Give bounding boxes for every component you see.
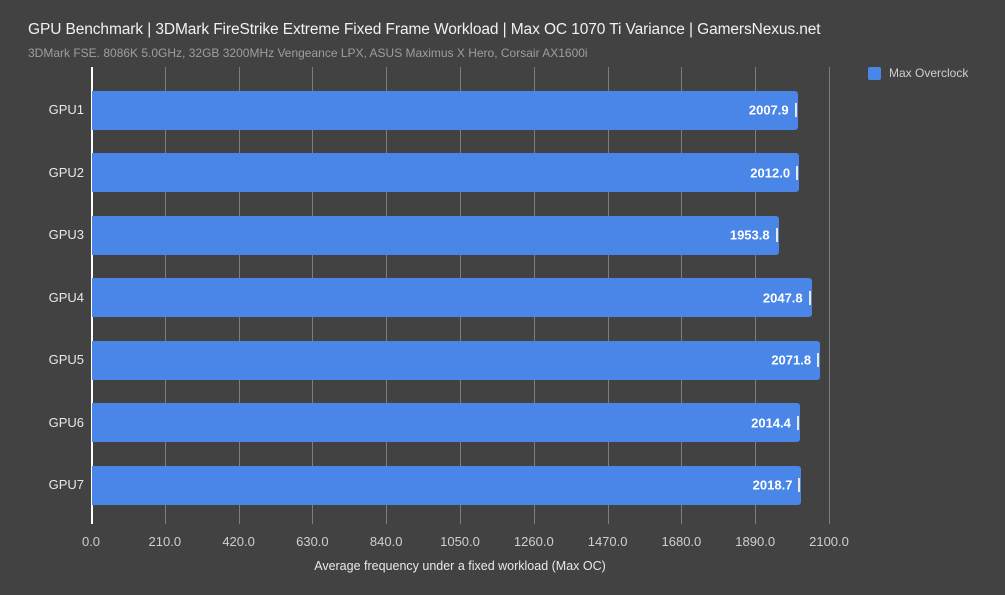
error-bar-whisker: [796, 415, 799, 430]
x-tick-label: 1260.0: [513, 534, 554, 549]
bar-gpu1: 2007.9: [92, 90, 798, 130]
bar-value-label: 2018.7: [752, 477, 793, 493]
legend-swatch-icon: [868, 66, 881, 80]
error-bar-whisker: [794, 103, 797, 117]
legend-label: Max Overclock: [889, 66, 969, 80]
x-tick-label: 420.0: [222, 534, 255, 549]
x-tick-label: 630.0: [296, 534, 329, 549]
x-axis-title: Average frequency under a fixed workload…: [314, 559, 606, 573]
x-tick-label: 0.0: [81, 534, 101, 549]
bar-gpu7: 2018.7: [92, 465, 802, 505]
bar-gpu3: 1953.8: [92, 215, 779, 255]
x-tick-label: 1890.0: [735, 534, 776, 549]
bar-value-label: 2071.8: [771, 352, 812, 368]
bar-value-label: 2007.9: [748, 102, 789, 118]
error-bar-whisker: [798, 478, 801, 492]
x-tick-label: 1470.0: [587, 534, 628, 549]
bar-gpu6: 2014.4: [92, 403, 800, 442]
x-tick-label: 840.0: [369, 534, 403, 549]
x-tick-label: 210.0: [148, 534, 182, 549]
category-axis: GPU1 GPU2 GPU3 GPU4 GPU5 GPU6 GPU7: [0, 67, 84, 524]
bar-value-label: 2047.8: [762, 290, 803, 305]
bar-gpu4: 2047.8: [92, 278, 812, 317]
chart-subtitle: 3DMark FSE. 8086K 5.0GHz, 32GB 3200MHz V…: [28, 46, 588, 60]
chart-title: GPU Benchmark | 3DMark FireStrike Extrem…: [28, 21, 821, 38]
error-bar-whisker: [817, 353, 820, 367]
error-bar-whisker: [796, 165, 799, 180]
category-label-gpu2: GPU2: [48, 164, 84, 180]
bar-gpu2: 2012.0: [92, 153, 800, 192]
bar-value-label: 2012.0: [750, 165, 791, 180]
x-tick-label: 2100.0: [809, 534, 849, 549]
x-tick-label: 1680.0: [661, 534, 702, 549]
plot-area: 2007.9 2012.0 1953.8 2047.8 2071.8 2014.4 2018…: [91, 67, 830, 524]
category-label-gpu5: GPU5: [48, 352, 84, 367]
bar-value-label: 1953.8: [729, 227, 770, 243]
x-tick-label: 1050.0: [440, 534, 480, 549]
bar-gpu5: 2071.8: [92, 340, 821, 380]
category-label-gpu6: GPU6: [48, 414, 84, 430]
category-label-gpu3: GPU3: [48, 227, 84, 242]
legend: Max Overclock: [868, 66, 968, 80]
error-bar-whisker: [808, 290, 811, 305]
gridline: [829, 67, 830, 524]
category-label-gpu4: GPU4: [48, 289, 84, 305]
bar-value-label: 2014.4: [751, 415, 791, 430]
category-label-gpu1: GPU1: [48, 102, 84, 117]
x-axis-ticks: 0.0 210.0 420.0 630.0 840.0 1050.0 1260.0 1470.…: [82, 534, 849, 550]
error-bar-whisker: [775, 228, 778, 242]
category-label-gpu7: GPU7: [48, 477, 84, 492]
